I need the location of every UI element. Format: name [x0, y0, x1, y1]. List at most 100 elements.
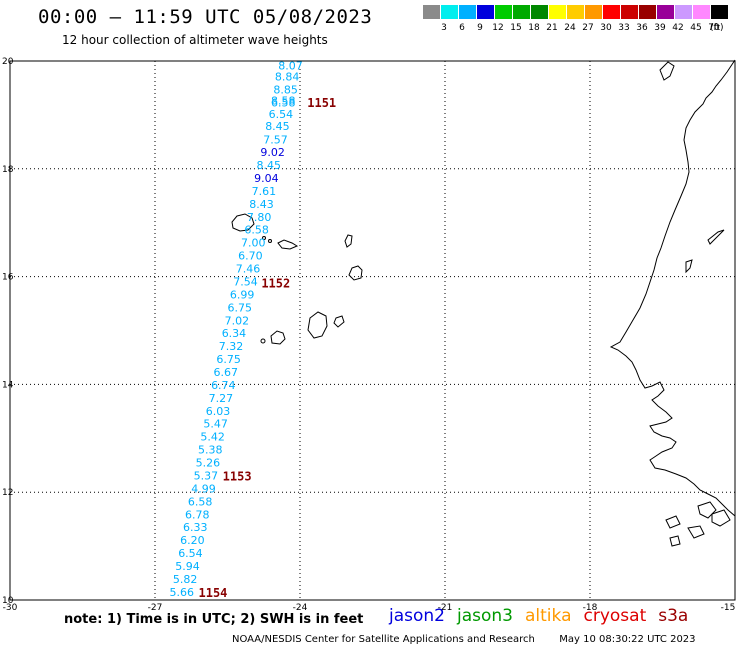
- colorbar-label: 45: [690, 23, 702, 33]
- colorbar-swatch: [477, 5, 494, 19]
- colorbar-label: 36: [636, 23, 648, 33]
- coastal-island: [665, 515, 681, 529]
- colorbar-swatch: [585, 5, 602, 19]
- wave-height-value: 9.02: [260, 146, 285, 159]
- coastal-island: [697, 501, 717, 519]
- wave-height-value: 6.58: [271, 97, 296, 110]
- coastal-island: [687, 525, 705, 539]
- wave-height-value: 6.54: [178, 547, 203, 560]
- colorbar-label: 33: [618, 23, 630, 33]
- coastal-island: [685, 259, 693, 274]
- lon-tick-label: -21: [438, 603, 453, 613]
- pass-labels: 1151 1152 1153 1154: [199, 96, 337, 600]
- wave-height-value: 5.94: [175, 560, 200, 573]
- colorbar-label: 70: [708, 23, 720, 33]
- wave-height-value: 8.84: [275, 71, 300, 84]
- colorbar-swatch: [639, 5, 656, 19]
- map-frame: [9, 60, 736, 601]
- wave-height-value: 6.34: [222, 327, 247, 340]
- colorbar-swatch: [495, 5, 512, 19]
- wave-height-value: 6.33: [183, 521, 208, 534]
- lat-tick-label: 10: [2, 596, 14, 606]
- lat-tick-label: 12: [2, 488, 13, 498]
- colorbar-label: 18: [528, 23, 540, 33]
- wave-height-value: 6.78: [185, 508, 210, 521]
- colorbar-swatch: [567, 5, 584, 19]
- colorbar-swatch: [423, 5, 440, 19]
- wave-height-value: 5.37: [194, 469, 219, 482]
- cape-verde-island: [344, 234, 353, 248]
- map-title: 00:00 – 11:59 UTC 05/08/2023: [38, 6, 373, 28]
- satellite-legend: jason2 jason3 altika cryosat s3a: [389, 606, 688, 626]
- coastline: [231, 59, 736, 547]
- map-subtitle: 12 hour collection of altimeter wave hei…: [62, 33, 328, 47]
- colorbar-label: 42: [672, 23, 684, 33]
- wave-height-value: 6.03: [206, 405, 231, 418]
- wave-height-value: 7.00: [241, 237, 265, 250]
- wave-height-value: 7.54: [233, 275, 257, 288]
- cape-verde-island: [348, 265, 363, 281]
- cape-verde-island: [260, 338, 266, 344]
- colorbar-swatch: [711, 5, 728, 19]
- cape-verde-island: [277, 239, 299, 250]
- colorbar: 3 6 9 12 15 18 21 24 27 30 33 36 39 42 45 70 (ft): [423, 5, 728, 37]
- lat-tick-label: 14: [2, 380, 14, 390]
- lat-tick-label: 16: [2, 273, 14, 283]
- colorbar-swatch: [675, 5, 692, 19]
- coastal-island: [711, 509, 731, 527]
- colorbar-label: 27: [582, 23, 594, 33]
- note-text: note: 1) Time is in UTC; 2) SWH is in fe…: [64, 612, 364, 627]
- graticule: [10, 61, 735, 600]
- colorbar-swatch: [621, 5, 638, 19]
- wave-height-value: 6.58: [244, 224, 269, 237]
- wave-height-value: 8.45: [257, 159, 282, 172]
- wave-height-value: 6.70: [238, 250, 263, 263]
- wave-height-value: 6.74: [211, 379, 236, 392]
- lat-tick-label: 20: [2, 57, 14, 67]
- pass-time-label: 1151: [307, 96, 336, 110]
- wave-height-value: 6.75: [228, 301, 253, 314]
- coastal-island: [707, 229, 725, 245]
- wave-height-value: 6.75: [216, 353, 241, 366]
- colorbar-swatch: [693, 5, 710, 19]
- colorbar-swatch: [441, 5, 458, 19]
- footer: NOAA/NESDIS Center for Satellite Applica…: [232, 634, 696, 645]
- wave-height-value: 7.32: [219, 340, 244, 353]
- wave-height-value: 6.58: [188, 495, 213, 508]
- wave-height-value: 7.46: [236, 263, 261, 276]
- wave-height-value: 5.66: [170, 586, 195, 599]
- colorbar-swatch: [603, 5, 620, 19]
- wave-height-value: 7.57: [263, 134, 288, 147]
- coastal-island: [669, 535, 681, 547]
- colorbar-label: 12: [492, 23, 504, 33]
- lon-tick-label: -24: [293, 603, 308, 613]
- footer-timestamp: May 10 08:30:22 UTC 2023: [559, 634, 696, 645]
- wave-height-value: 9.04: [254, 172, 278, 185]
- lon-tick-label: -27: [148, 603, 163, 613]
- wave-height-value: 5.42: [200, 431, 225, 444]
- pass-time-label: 1153: [223, 469, 252, 483]
- axis-ticks: 20 18 16 14 12 10-30 -27 -24 -21 -18 -15: [2, 57, 735, 613]
- wave-height-value: 5.82: [173, 573, 198, 586]
- footer-source: NOAA/NESDIS Center for Satellite Applica…: [232, 634, 535, 645]
- colorbar-label: 9: [477, 23, 483, 33]
- cape-verde-island: [262, 236, 266, 240]
- cape-verde-island: [333, 315, 345, 328]
- colorbar-unit: (ft): [710, 23, 724, 33]
- lat-tick-label: 18: [2, 165, 14, 175]
- wave-height-value: 8.58: [271, 94, 296, 107]
- colorbar-swatch: [531, 5, 548, 19]
- legend-item-altika: altika: [525, 606, 572, 626]
- lon-tick-label: -18: [583, 603, 598, 613]
- pass-time-label: 1154: [199, 586, 228, 600]
- colorbar-swatch: [459, 5, 476, 19]
- wave-height-value: 6.54: [269, 108, 294, 121]
- pass-time-label: 1152: [261, 277, 290, 291]
- wave-height-value: 5.38: [198, 444, 223, 457]
- colorbar-label: 30: [600, 23, 612, 33]
- colorbar-label: 6: [459, 23, 465, 33]
- wave-height-value: 7.80: [247, 211, 271, 224]
- colorbar-swatch: [513, 5, 530, 19]
- colorbar-swatch: [549, 5, 566, 19]
